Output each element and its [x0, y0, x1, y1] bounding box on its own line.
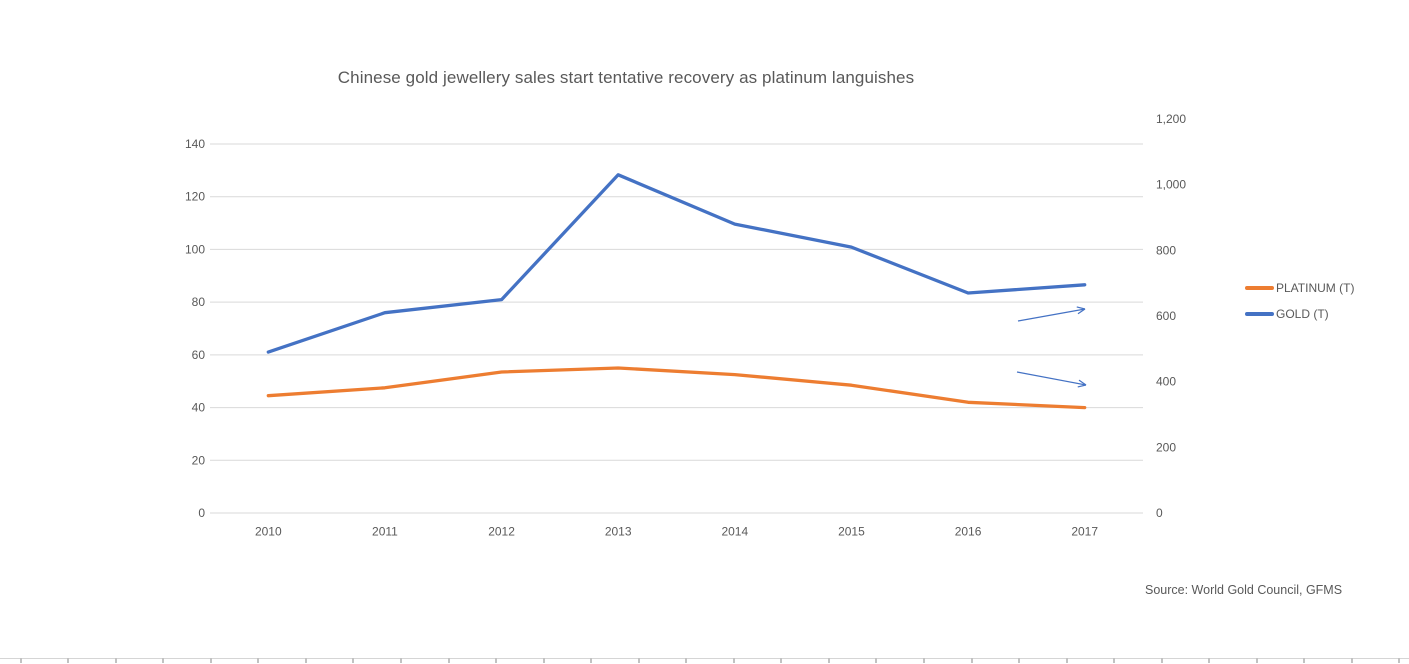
left-axis-tick-label: 0: [198, 506, 205, 520]
x-axis-tick-label: 2016: [955, 525, 982, 539]
x-axis-tick-label: 2012: [488, 525, 515, 539]
series-line-gold-t[interactable]: [266, 173, 1087, 354]
right-axis-tick-label: 400: [1156, 375, 1176, 389]
x-axis-tick-label: 2017: [1071, 525, 1098, 539]
x-axis-tick-label: 2015: [838, 525, 865, 539]
legend-label-gold: GOLD (T): [1276, 307, 1329, 321]
right-axis-tick-label: 0: [1156, 506, 1163, 520]
worksheet-column-tick: [637, 658, 640, 663]
left-axis-tick-label: 80: [192, 295, 206, 309]
worksheet-column-tick: [1398, 658, 1401, 663]
worksheet-column-tick: [685, 658, 688, 663]
worksheet-column-tick: [447, 658, 450, 663]
worksheet-column-tick: [1350, 658, 1353, 663]
x-axis-tick-label: 2011: [372, 525, 398, 539]
right-axis-tick-label: 1,000: [1156, 178, 1186, 192]
annotation-arrow-stroke: [1078, 379, 1087, 386]
right-axis-tick-label: 600: [1156, 309, 1176, 323]
worksheet-column-tick: [67, 658, 69, 663]
left-axis-tick-label: 40: [192, 401, 206, 415]
worksheet-column-tick: [114, 658, 117, 663]
series-line-platinum-t[interactable]: [266, 366, 1087, 410]
worksheet-column-tick: [875, 658, 878, 663]
x-axis-tick-label: 2010: [255, 525, 282, 539]
worksheet-column-tick: [780, 658, 783, 663]
worksheet-column-tick: [304, 658, 307, 663]
x-axis-tick-label: 2014: [721, 525, 748, 539]
worksheet-column-tick: [590, 658, 593, 663]
annotation-arrow-stroke: [1016, 371, 1087, 386]
worksheet-column-tick: [922, 658, 925, 663]
worksheet-column-tick: [542, 658, 545, 663]
worksheet-column-tick: [1160, 658, 1163, 663]
right-axis-tick-label: 800: [1156, 243, 1176, 257]
worksheet-column-ticks: [0, 658, 1409, 664]
platinum-line-swatch: [1245, 286, 1274, 290]
left-axis-tick-label: 100: [185, 242, 205, 256]
left-axis-tick-label: 140: [185, 137, 205, 151]
annotation-arrow: [1016, 371, 1087, 388]
gold-line-swatch: [1245, 312, 1274, 316]
legend-item-gold[interactable]: GOLD (T): [1245, 301, 1354, 327]
worksheet-column-tick: [257, 658, 260, 663]
left-axis-tick-label: 20: [192, 453, 206, 467]
worksheet-column-tick: [162, 658, 165, 663]
legend-label-platinum: PLATINUM (T): [1276, 281, 1355, 295]
worksheet-column-tick: [495, 658, 497, 663]
left-axis-tick-label: 60: [192, 348, 206, 362]
worksheet-column-tick: [1208, 658, 1211, 663]
annotation-arrow-stroke: [1017, 308, 1086, 322]
chart-title: Chinese gold jewellery sales start tenta…: [337, 68, 915, 87]
worksheet-column-tick: [732, 658, 735, 663]
annotation-arrow-stroke: [1077, 308, 1086, 315]
chart-legend: PLATINUM (T) GOLD (T): [1245, 275, 1354, 327]
annotation-arrow-stroke: [1077, 384, 1087, 388]
worksheet-row-border: [0, 658, 1409, 659]
worksheet-column-tick: [1303, 658, 1306, 663]
source-note: Source: World Gold Council, GFMS: [1145, 583, 1343, 597]
worksheet-column-tick: [1065, 658, 1068, 663]
worksheet-column-tick: [970, 658, 973, 663]
worksheet-column-tick: [209, 658, 212, 663]
annotation-arrow: [1017, 306, 1086, 322]
legend-item-platinum[interactable]: PLATINUM (T): [1245, 275, 1354, 301]
worksheet-column-tick: [399, 658, 402, 663]
worksheet-column-tick: [352, 658, 355, 663]
right-axis-tick-label: 1,200: [1156, 112, 1186, 126]
worksheet-column-tick: [1113, 658, 1116, 663]
worksheet-column-tick: [1018, 658, 1020, 663]
x-axis-tick-label: 2013: [605, 525, 632, 539]
right-axis-tick-label: 200: [1156, 440, 1176, 454]
left-axis-tick-label: 120: [185, 190, 205, 204]
annotation-arrow-stroke: [1076, 306, 1086, 310]
worksheet-column-tick: [19, 658, 22, 663]
worksheet-column-tick: [1255, 658, 1258, 663]
worksheet-column-tick: [827, 658, 830, 663]
